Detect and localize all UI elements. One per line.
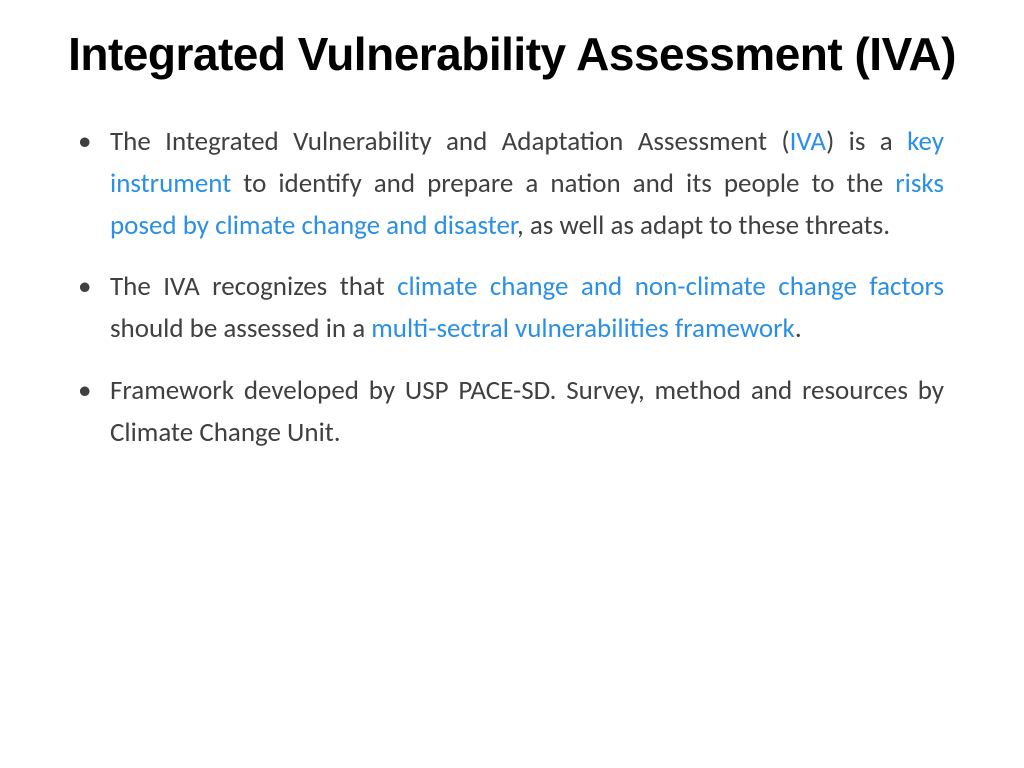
highlight-text: IVA — [790, 125, 826, 158]
body-text: to identify and prepare a nation and its… — [243, 167, 895, 200]
body-text: should be assessed in a — [110, 312, 371, 345]
bullet-item: Framework developed by USP PACE-SD. Surv… — [110, 370, 944, 454]
body-text: Framework developed by USP PACE-SD. Surv… — [110, 374, 944, 449]
body-text: . — [795, 312, 802, 345]
slide: Integrated Vulnerability Assessment (IVA… — [0, 0, 1024, 768]
body-text: , as well as adapt to these threats. — [517, 209, 890, 242]
bullet-item: The IVA recognizes that climate change a… — [110, 266, 944, 350]
highlight-text: climate change and non-climate change fa… — [397, 270, 944, 303]
body-text: The Integrated Vulnerability and Adaptat… — [110, 125, 790, 158]
slide-title: Integrated Vulnerability Assessment (IVA… — [30, 28, 994, 81]
bullet-item: The Integrated Vulnerability and Adaptat… — [110, 121, 944, 247]
bullet-list: The Integrated Vulnerability and Adaptat… — [30, 121, 994, 454]
body-text: The IVA recognizes that — [110, 270, 397, 303]
highlight-text: multi-sectral vulnerabilities framework — [371, 312, 795, 345]
body-text: ) is a — [826, 125, 907, 158]
